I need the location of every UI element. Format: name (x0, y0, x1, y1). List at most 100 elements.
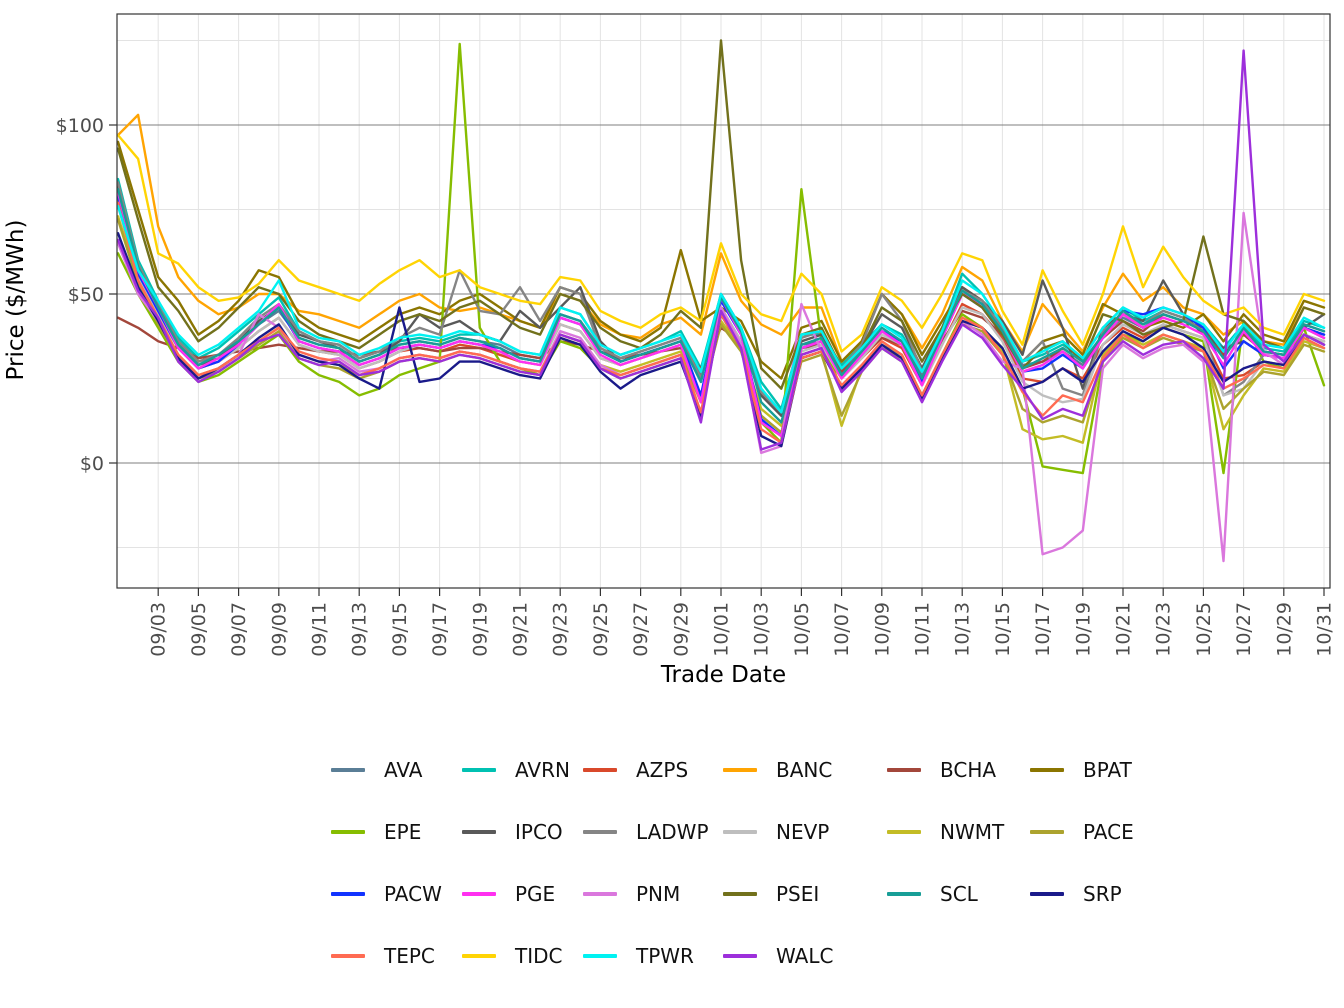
series-line-TPWR (116, 204, 1326, 414)
legend-entry-SRP: SRP (1030, 884, 1190, 904)
legend-swatch-TPWR (583, 954, 617, 958)
legend-label: PACW (384, 882, 442, 906)
y-tick-labels: $0 $50 $100 (56, 115, 104, 475)
legend-label: PSEI (776, 882, 820, 906)
x-tick-label: 10/03 (751, 602, 773, 657)
x-tick-label: 10/23 (1153, 602, 1175, 657)
legend-swatch-EPE (331, 830, 365, 834)
series-line-PSEI (116, 39, 1326, 390)
legend-entry-PSEI: PSEI (723, 884, 887, 904)
legend-label: PNM (636, 882, 681, 906)
x-tick-label: 10/19 (1072, 602, 1094, 657)
y-tick-label: $50 (68, 284, 104, 306)
legend-entry-PNM: PNM (583, 884, 723, 904)
legend-label: IPCO (515, 820, 563, 844)
series-line-WALC (116, 49, 1326, 451)
legend-swatch-SRP (1030, 892, 1064, 896)
legend-swatch-NWMT (887, 830, 921, 834)
x-tick-label: 09/15 (389, 602, 411, 657)
legend-swatch-PACE (1030, 830, 1064, 834)
x-tick-label: 09/25 (590, 602, 612, 657)
legend-swatch-BANC (723, 768, 757, 772)
legend-entry-IPCO: IPCO (462, 822, 583, 842)
legend-label: NWMT (940, 820, 1005, 844)
series-line-BANC (116, 113, 1326, 363)
panel-border (116, 13, 1331, 589)
legend-swatch-IPCO (462, 830, 496, 834)
x-tick-label: 10/31 (1314, 602, 1336, 657)
legend-entry-BANC: BANC (723, 760, 887, 780)
legend-entry-WALC: WALC (723, 946, 887, 966)
legend-entry-NEVP: NEVP (723, 822, 887, 842)
legend-entry-AVA: AVA (331, 760, 462, 780)
x-tick-label: 10/29 (1273, 602, 1295, 657)
legend-entry-LADWP: LADWP (583, 822, 723, 842)
x-tick-label: 09/19 (469, 602, 491, 657)
legend-label: LADWP (636, 820, 709, 844)
legend-swatch-PACW (331, 892, 365, 896)
legend-label: WALC (776, 944, 834, 968)
x-tick-label: 09/11 (309, 602, 331, 657)
legend-entry-BCHA: BCHA (887, 760, 1030, 780)
series-lines (116, 39, 1326, 563)
legend-label: AZPS (636, 758, 689, 782)
x-tick-label: 09/09 (268, 602, 290, 657)
legend-entry-BPAT: BPAT (1030, 760, 1190, 780)
x-axis-title: Trade Date (660, 662, 787, 688)
legend-swatch-PSEI (723, 892, 757, 896)
legend-label: BPAT (1083, 758, 1132, 782)
legend-swatch-BPAT (1030, 768, 1064, 772)
legend-swatch-BCHA (887, 768, 921, 772)
legend-label: NEVP (776, 820, 830, 844)
legend-swatch-TIDC (462, 954, 496, 958)
legend-label: PGE (515, 882, 556, 906)
legend-swatch-TEPC (331, 954, 365, 958)
legend-entry-PGE: PGE (462, 884, 583, 904)
axis-ticks (109, 124, 1325, 596)
legend-label: BANC (776, 758, 833, 782)
x-tick-label: 10/21 (1113, 602, 1135, 657)
x-tick-label: 10/27 (1233, 602, 1255, 657)
x-tick-label: 09/05 (188, 602, 210, 657)
x-tick-label: 10/25 (1193, 602, 1215, 657)
x-tick-label: 10/17 (1032, 602, 1054, 657)
x-tick-label: 10/11 (912, 602, 934, 657)
legend-label: BCHA (940, 758, 997, 782)
legend-entry-NWMT: NWMT (887, 822, 1030, 842)
x-tick-label: 09/23 (550, 602, 572, 657)
legend-label: AVA (384, 758, 423, 782)
legend-label: AVRN (515, 758, 570, 782)
x-tick-label: 09/27 (630, 602, 652, 657)
x-tick-label: 10/07 (831, 602, 853, 657)
x-tick-label: 09/13 (349, 602, 371, 657)
series-line-TIDC (116, 133, 1326, 353)
legend-label: PACE (1083, 820, 1134, 844)
legend-swatch-SCL (887, 892, 921, 896)
legend-label: TIDC (515, 944, 563, 968)
x-tick-label: 10/13 (952, 602, 974, 657)
x-tick-label: 09/29 (670, 602, 692, 657)
legend-swatch-AVRN (462, 768, 496, 772)
x-tick-label: 09/03 (148, 602, 170, 657)
x-tick-labels: 09/03 09/05 09/07 09/09 09/11 09/13 09/15 09/17… (148, 602, 1336, 657)
legend-swatch-WALC (723, 954, 757, 958)
legend-entry-AZPS: AZPS (583, 760, 723, 780)
legend-label: EPE (384, 820, 422, 844)
x-tick-label: 10/01 (711, 602, 733, 657)
legend-entry-TPWR: TPWR (583, 946, 723, 966)
x-tick-label: 10/15 (992, 602, 1014, 657)
legend-swatch-PGE (462, 892, 496, 896)
legend-label: SRP (1083, 882, 1122, 906)
legend-label: TPWR (636, 944, 694, 968)
legend-label: TEPC (384, 944, 435, 968)
legend-swatch-PNM (583, 892, 617, 896)
y-axis-title: Price ($/MWh) (3, 219, 29, 381)
x-tick-label: 09/21 (510, 602, 532, 657)
y-tick-label: $0 (80, 453, 104, 475)
x-tick-label: 10/09 (871, 602, 893, 657)
chart-legend: AVA AVRN AZPS BANC BCHA BPAT EPE IPCO LADWP NEVP N… (331, 739, 1190, 987)
legend-entry-EPE: EPE (331, 822, 462, 842)
legend-swatch-NEVP (723, 830, 757, 834)
